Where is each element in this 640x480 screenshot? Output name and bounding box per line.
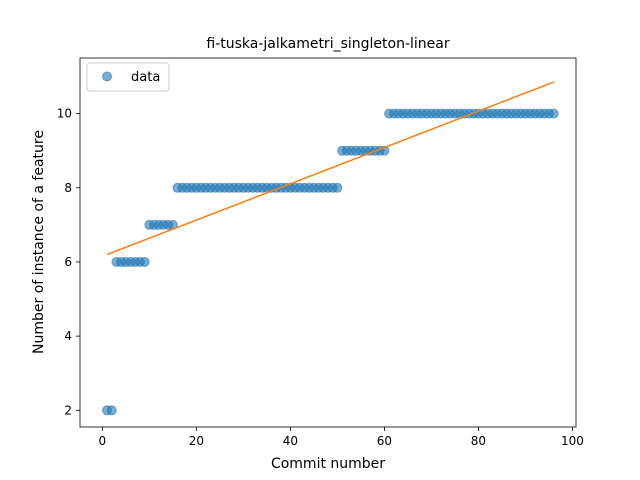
data-point bbox=[139, 256, 150, 267]
x-tick-label: 20 bbox=[189, 434, 204, 448]
trend-line bbox=[106, 81, 554, 256]
legend: data bbox=[86, 62, 170, 92]
y-axis-ticks: 2 4 6 8 10 bbox=[57, 107, 80, 417]
data-point bbox=[106, 405, 117, 416]
y-tick-label: 6 bbox=[64, 255, 72, 269]
data-point bbox=[548, 108, 559, 119]
axes-frame bbox=[79, 57, 577, 428]
y-tick-label: 8 bbox=[64, 181, 72, 195]
y-axis-label: Number of instance of a feature bbox=[31, 130, 47, 354]
chart-title: fi-tuska-jalkametri_singleton-linear bbox=[206, 36, 449, 52]
x-axis-ticks: 0 20 40 60 80 100 bbox=[99, 427, 584, 448]
x-tick-label: 40 bbox=[283, 434, 298, 448]
y-tick-label: 4 bbox=[64, 329, 72, 343]
legend-frame bbox=[86, 62, 170, 92]
x-tick-label: 60 bbox=[377, 434, 392, 448]
x-tick-label: 100 bbox=[561, 434, 584, 448]
x-axis-label: Commit number bbox=[271, 456, 385, 472]
x-tick-label: 0 bbox=[99, 434, 107, 448]
legend-marker-data bbox=[102, 71, 112, 82]
data-point bbox=[332, 182, 343, 193]
y-tick-label: 10 bbox=[57, 107, 72, 121]
legend-label-data: data bbox=[131, 70, 160, 85]
x-tick-label: 80 bbox=[471, 434, 486, 448]
plot-area bbox=[79, 57, 577, 428]
y-tick-label: 2 bbox=[64, 403, 72, 417]
